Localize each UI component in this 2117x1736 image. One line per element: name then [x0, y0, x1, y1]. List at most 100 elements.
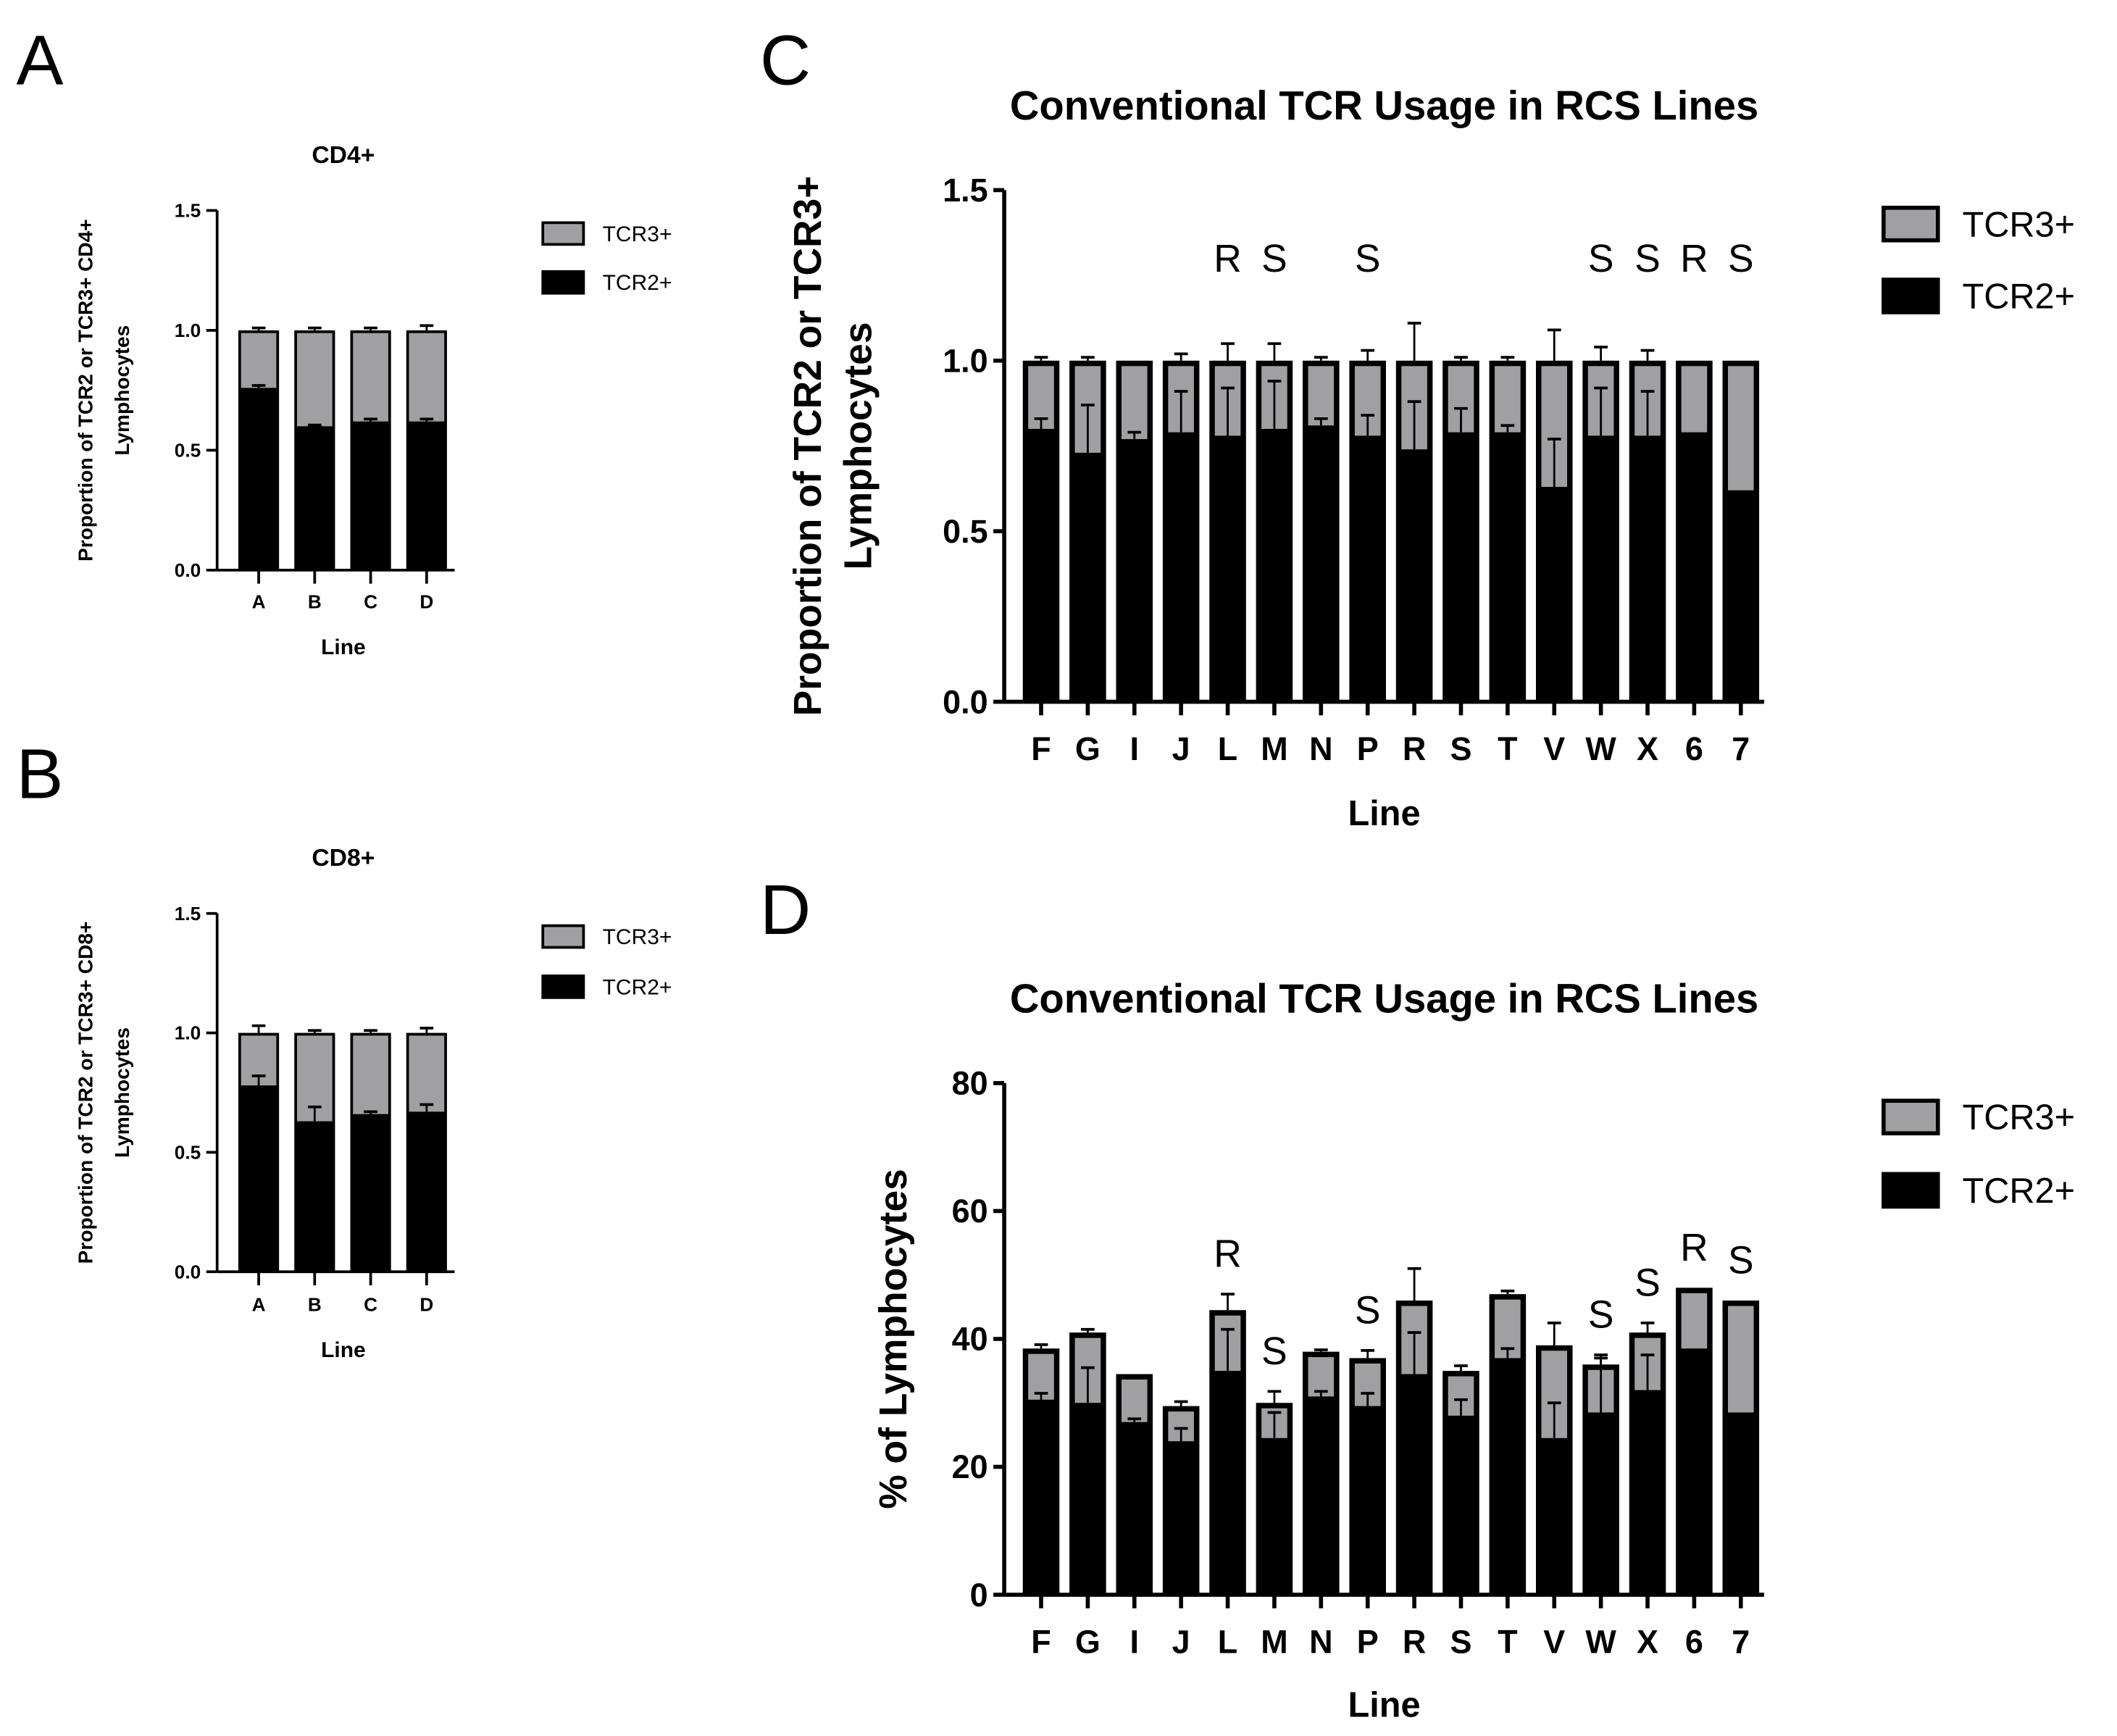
- y-tick-label: 40: [952, 1321, 988, 1358]
- x-tick-label: A: [252, 1294, 266, 1316]
- x-tick-label: T: [1498, 730, 1517, 767]
- x-tick-label: X: [1637, 730, 1658, 767]
- legend-label: TCR2+: [1962, 1172, 2075, 1211]
- bar-tcr3-N: [1308, 366, 1335, 426]
- y-axis-label: Lymphocytes: [838, 322, 880, 569]
- x-tick-label: N: [1309, 730, 1332, 767]
- x-tick-label: W: [1585, 730, 1616, 767]
- x-tick-label: 7: [1732, 730, 1750, 767]
- panel-letter: A: [16, 20, 63, 99]
- y-tick-label: 20: [952, 1448, 988, 1485]
- significance-annotation: S: [1728, 238, 1754, 280]
- panel-letter: C: [760, 20, 811, 99]
- x-tick-label: J: [1172, 1624, 1190, 1661]
- significance-annotation: R: [1214, 1233, 1242, 1276]
- x-tick-label: N: [1309, 1624, 1332, 1661]
- x-tick-label: P: [1357, 730, 1379, 767]
- panel-B: B CD8+ 0.0 0.5 1.0 1.5 Proportion of TCR2 or T…: [16, 735, 672, 1363]
- bar-tcr3-D: [409, 333, 445, 422]
- bar-tcr3-C: [353, 1035, 388, 1114]
- y-tick-label: 1.5: [175, 200, 201, 222]
- y-tick-label: 80: [952, 1065, 988, 1102]
- chart-title: Conventional TCR Usage in RCS Lines: [1010, 83, 1758, 128]
- y-tick-label: 1.0: [175, 1022, 201, 1044]
- significance-annotation: S: [1261, 238, 1287, 280]
- panel-C: C Conventional TCR Usage in RCS Lines 0.0 0…: [760, 20, 2075, 833]
- x-tick-label: R: [1403, 1624, 1426, 1661]
- bar-tcr3-I: [1121, 366, 1148, 440]
- x-tick-label: F: [1031, 1624, 1051, 1661]
- x-axis-label: Line: [1348, 794, 1420, 833]
- legend-label: TCR3+: [1962, 205, 2075, 244]
- bar-tcr3-6: [1681, 366, 1708, 433]
- bar-tcr3-D: [409, 1035, 445, 1112]
- panel-A: A CD4+ 0.0 0.5 1.0 1.5 Proportion of TCR2 or T…: [16, 20, 672, 659]
- x-tick-label: J: [1172, 730, 1190, 767]
- x-tick-label: G: [1075, 730, 1101, 767]
- legend-swatch-TCR2+: [1882, 277, 1940, 314]
- legend-label: TCR3+: [603, 222, 672, 246]
- bar-tcr3-N: [1308, 1357, 1335, 1397]
- x-tick-label: 6: [1685, 730, 1703, 767]
- legend-label: TCR3+: [1962, 1098, 2075, 1138]
- x-tick-label: I: [1130, 730, 1140, 767]
- x-tick-label: V: [1543, 730, 1565, 767]
- significance-annotation: S: [1588, 238, 1614, 280]
- chart-title: Conventional TCR Usage in RCS Lines: [1010, 975, 1758, 1021]
- legend-label: TCR2+: [603, 271, 672, 295]
- y-axis-label: Lymphocytes: [111, 325, 133, 456]
- y-tick-label: 0.5: [943, 513, 987, 550]
- chart-title: CD4+: [312, 141, 375, 169]
- significance-annotation: S: [1355, 238, 1381, 280]
- x-tick-label: L: [1218, 730, 1237, 767]
- panel-letter: B: [16, 735, 63, 814]
- x-tick-label: X: [1637, 1624, 1658, 1661]
- x-tick-label: L: [1218, 1624, 1237, 1661]
- bar-tcr3-6: [1681, 1293, 1708, 1349]
- legend-swatch-TCR2+: [1882, 1172, 1940, 1209]
- y-tick-label: 1.5: [175, 903, 201, 925]
- x-tick-label: B: [308, 591, 322, 612]
- y-tick-label: 0: [970, 1577, 988, 1614]
- x-tick-label: D: [419, 1294, 433, 1316]
- chart-title: CD8+: [312, 844, 375, 872]
- x-tick-label: F: [1031, 730, 1051, 767]
- y-axis-label: % of Lymphocytes: [872, 1169, 915, 1509]
- bar-tcr3-I: [1121, 1379, 1148, 1422]
- y-tick-label: 0.0: [943, 683, 987, 720]
- x-tick-label: W: [1585, 1624, 1616, 1661]
- x-tick-label: M: [1261, 1624, 1287, 1661]
- y-tick-label: 1.0: [943, 343, 987, 380]
- y-tick-label: 0.0: [175, 1261, 201, 1282]
- significance-annotation: S: [1634, 238, 1661, 280]
- x-tick-label: A: [252, 591, 266, 612]
- bar-tcr3-B: [296, 333, 333, 427]
- x-tick-label: C: [364, 591, 377, 612]
- x-tick-label: D: [419, 591, 433, 612]
- x-axis-label: Line: [321, 1338, 366, 1362]
- x-tick-label: M: [1261, 730, 1287, 767]
- x-tick-label: B: [308, 1294, 322, 1316]
- x-tick-label: P: [1357, 1624, 1379, 1661]
- x-tick-label: 6: [1685, 1624, 1703, 1661]
- y-axis-label: Lymphocytes: [111, 1027, 133, 1158]
- significance-annotation: R: [1680, 238, 1708, 280]
- bar-tcr3-7: [1728, 1306, 1754, 1413]
- x-tick-label: C: [364, 1294, 377, 1316]
- bar-tcr3-A: [241, 333, 277, 388]
- y-tick-label: 0.5: [175, 1142, 201, 1164]
- y-tick-label: 0.0: [175, 559, 201, 581]
- legend-swatch-TCR3+: [541, 924, 585, 949]
- bar-tcr3-7: [1728, 366, 1754, 491]
- significance-annotation: S: [1588, 1294, 1614, 1337]
- bar-tcr3-C: [353, 333, 388, 422]
- significance-annotation: S: [1728, 1240, 1754, 1282]
- legend-label: TCR2+: [603, 975, 672, 999]
- significance-annotation: S: [1261, 1330, 1287, 1373]
- legend-swatch-TCR3+: [1882, 1098, 1940, 1135]
- significance-annotation: S: [1355, 1289, 1381, 1332]
- y-tick-label: 1.5: [943, 172, 987, 209]
- x-tick-label: V: [1543, 1624, 1565, 1661]
- panel-letter: D: [760, 870, 811, 949]
